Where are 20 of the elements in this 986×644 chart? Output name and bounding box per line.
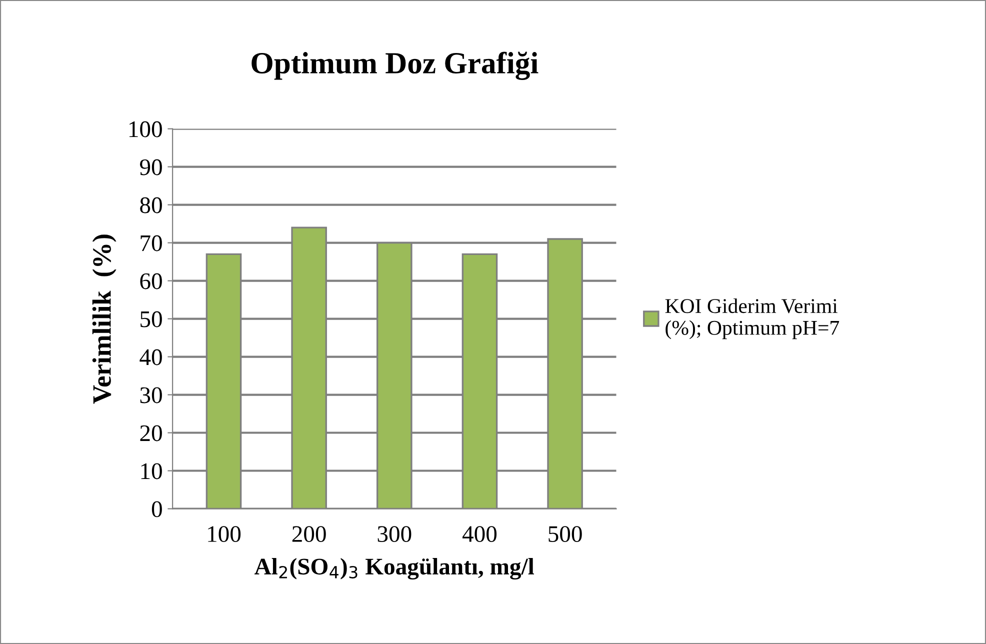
chart-title: Optimum Doz Grafiği xyxy=(252,52,538,80)
y-tick-label: 60 xyxy=(140,273,162,290)
y-tick-label: 40 xyxy=(140,349,162,366)
y-tick-label: 10 xyxy=(141,463,162,480)
y-tick-label: 100 xyxy=(129,121,162,138)
x-tick-label: 300 xyxy=(378,526,412,542)
x-tick-label: 500 xyxy=(548,526,582,542)
x-axis-title: Al$_{2}$(SO$_{4}$)$_{3}$ Koagülantı, mg/l xyxy=(254,558,534,580)
y-tick-label: 30 xyxy=(140,387,162,404)
y-tick-label: 70 xyxy=(140,235,162,252)
y-tick-label: 50 xyxy=(140,311,162,328)
y-tick-label: 80 xyxy=(140,197,162,214)
y-tick-label: 0 xyxy=(152,501,162,518)
y-axis-title: Verimlilik (%) xyxy=(92,234,116,404)
x-tick-label: 400 xyxy=(462,526,497,542)
x-tick-label: 100 xyxy=(208,526,241,542)
y-tick-label: 90 xyxy=(140,159,162,176)
y-tick-label: 20 xyxy=(140,425,162,442)
legend-label: KOI Giderim Verimi (%); Optimum pH=7 xyxy=(665,298,840,340)
x-tick-label: 200 xyxy=(292,526,326,542)
